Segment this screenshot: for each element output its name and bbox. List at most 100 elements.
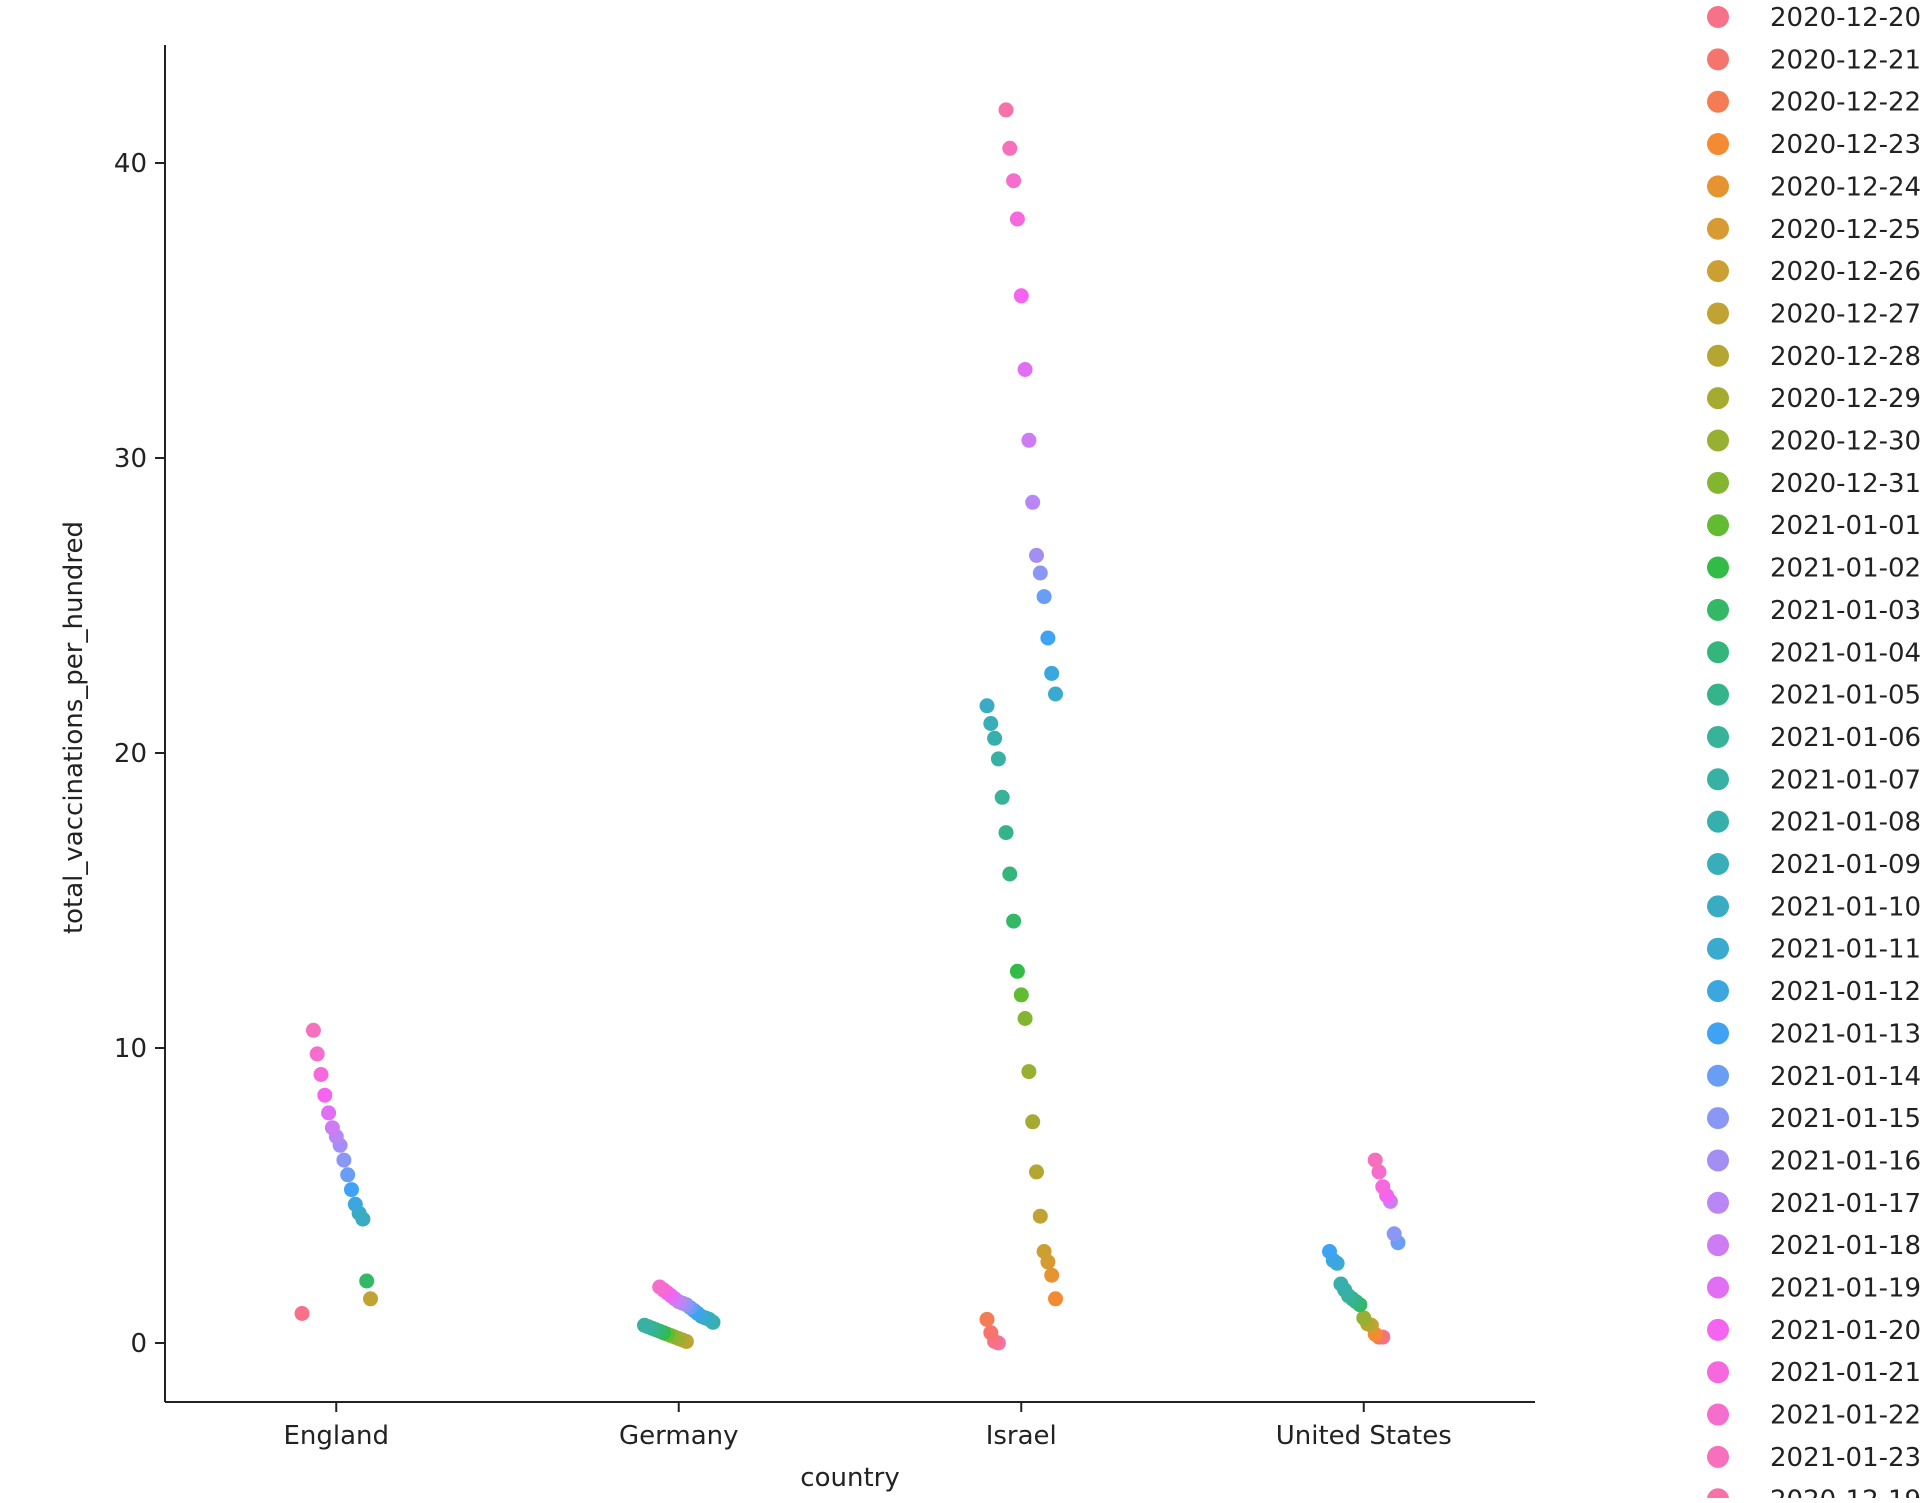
data-point <box>979 698 995 714</box>
legend-label: 2020-12-21 <box>1770 45 1921 75</box>
data-point <box>317 1087 333 1103</box>
legend-marker <box>1707 980 1729 1003</box>
data-point <box>1371 1164 1387 1180</box>
data-point <box>1048 1291 1063 1307</box>
data-point <box>340 1167 356 1183</box>
y-tick-label: 20 <box>114 739 147 769</box>
legend-label: 2020-12-31 <box>1770 469 1921 499</box>
legend-item: 2020-12-31 <box>1707 469 1921 499</box>
data-point <box>1013 288 1029 304</box>
legend-marker <box>1707 6 1729 28</box>
legend-marker <box>1707 260 1729 283</box>
legend-label: 2020-12-23 <box>1770 130 1921 160</box>
data-points <box>294 102 1406 1351</box>
data-point <box>652 1279 668 1295</box>
legend-marker <box>1707 1064 1729 1087</box>
data-point <box>1029 547 1044 563</box>
legend-marker <box>1707 810 1729 833</box>
legend-item: 2021-01-03 <box>1707 596 1921 626</box>
legend-item: 2020-12-20 <box>1707 3 1921 33</box>
data-point <box>1017 1011 1033 1026</box>
data-point <box>1002 140 1018 156</box>
legend-item: 2020-12-21 <box>1707 45 1921 75</box>
legend-marker <box>1707 429 1729 452</box>
legend-label: 2020-12-25 <box>1770 215 1921 245</box>
legend-marker <box>1707 937 1729 960</box>
data-point <box>324 1120 340 1136</box>
legend-marker <box>1707 1488 1729 1503</box>
legend-marker <box>1707 1234 1729 1257</box>
data-point <box>990 751 1006 767</box>
legend-label: 2021-01-02 <box>1770 554 1921 584</box>
legend-marker <box>1707 1191 1729 1214</box>
legend-item: 2021-01-19 <box>1707 1274 1921 1304</box>
legend-marker <box>1707 768 1729 791</box>
data-point <box>1006 913 1022 929</box>
x-tick-label: Israel <box>986 1421 1057 1451</box>
data-point <box>347 1196 363 1212</box>
legend-label: 2021-01-01 <box>1770 511 1921 541</box>
legend-label: 2021-01-10 <box>1770 892 1921 922</box>
legend-label: 2020-12-26 <box>1770 257 1921 287</box>
legend-item: 2020-12-30 <box>1707 427 1921 457</box>
legend-item: 2021-01-16 <box>1707 1146 1921 1176</box>
legend-item: 2021-01-15 <box>1707 1104 1921 1134</box>
data-point <box>1044 665 1060 681</box>
legend-label: 2021-01-04 <box>1770 638 1921 668</box>
legend-label: 2021-01-17 <box>1770 1189 1921 1219</box>
data-point <box>994 789 1010 805</box>
legend-label: 2021-01-19 <box>1770 1274 1921 1304</box>
legend-item: 2021-01-02 <box>1707 554 1921 584</box>
legend-item: 2021-01-22 <box>1707 1401 1921 1431</box>
legend-item: 2021-01-18 <box>1707 1231 1921 1261</box>
data-point <box>1017 362 1033 377</box>
data-point <box>359 1273 375 1289</box>
x-tick-label: United States <box>1276 1421 1452 1451</box>
legend-marker <box>1707 853 1729 875</box>
data-point <box>305 1022 321 1038</box>
legend-marker <box>1707 1403 1729 1426</box>
legend-marker <box>1707 725 1729 748</box>
legend-item: 2021-01-05 <box>1707 681 1921 711</box>
legend-marker <box>1707 1022 1729 1045</box>
legend-label: 2020-12-28 <box>1770 342 1921 372</box>
legend-label: 2020-12-24 <box>1770 172 1921 202</box>
data-point <box>313 1067 329 1082</box>
legend-label: 2021-01-15 <box>1770 1104 1921 1134</box>
legend-marker <box>1707 48 1729 71</box>
data-point <box>1036 589 1052 605</box>
legend-marker <box>1707 175 1729 198</box>
legend-marker <box>1707 1149 1729 1172</box>
legend-marker <box>1707 133 1729 156</box>
data-point <box>998 825 1014 841</box>
y-tick-label: 0 <box>130 1329 147 1359</box>
legend-marker <box>1707 514 1729 537</box>
legend-marker <box>1707 1107 1729 1130</box>
legend-item: 2020-12-23 <box>1707 130 1921 160</box>
legend-item: 2021-01-07 <box>1707 765 1921 795</box>
data-point <box>637 1317 652 1333</box>
legend-item: 2021-01-14 <box>1707 1062 1921 1092</box>
legend-item: 2021-01-21 <box>1707 1358 1921 1388</box>
data-point <box>309 1046 325 1062</box>
legend-marker <box>1707 344 1729 367</box>
axes: 0 10 20 30 40 England Germany Israel United Sta… <box>59 45 1535 1493</box>
legend-label: 2021-01-12 <box>1770 977 1921 1007</box>
legend-marker <box>1707 90 1729 113</box>
legend-marker <box>1707 1445 1729 1468</box>
legend-item: 2021-01-11 <box>1707 935 1921 965</box>
legend-marker <box>1707 387 1729 410</box>
legend-item: 2021-01-13 <box>1707 1019 1921 1049</box>
legend-label: 2021-01-22 <box>1770 1401 1921 1431</box>
data-point <box>1048 686 1063 702</box>
data-point <box>1322 1244 1337 1259</box>
legend-item: 2021-01-10 <box>1707 892 1921 922</box>
legend-label: 2021-01-08 <box>1770 808 1921 838</box>
data-point <box>1029 1164 1044 1180</box>
legend-label: 2021-01-23 <box>1770 1443 1921 1473</box>
legend-item: 2021-01-04 <box>1707 638 1921 668</box>
legend-label: 2021-01-06 <box>1770 723 1921 753</box>
legend-marker <box>1707 1318 1729 1341</box>
legend-item: 2020-12-24 <box>1707 172 1921 202</box>
